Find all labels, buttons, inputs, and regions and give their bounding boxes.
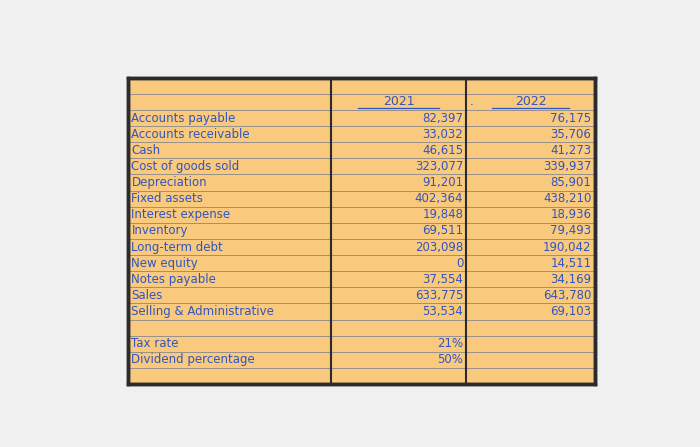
- Text: Dividend percentage: Dividend percentage: [132, 354, 256, 367]
- Text: 438,210: 438,210: [543, 192, 592, 205]
- Text: 85,901: 85,901: [551, 176, 591, 189]
- Text: 69,103: 69,103: [550, 305, 592, 318]
- Text: 402,364: 402,364: [414, 192, 463, 205]
- Text: Notes payable: Notes payable: [132, 273, 216, 286]
- Text: Cost of goods sold: Cost of goods sold: [132, 160, 239, 173]
- Text: Long-term debt: Long-term debt: [132, 240, 223, 253]
- Text: Tax rate: Tax rate: [132, 337, 179, 350]
- Text: 33,032: 33,032: [422, 128, 463, 141]
- Text: Accounts payable: Accounts payable: [132, 112, 236, 125]
- Text: 339,937: 339,937: [543, 160, 592, 173]
- Text: 82,397: 82,397: [422, 112, 463, 125]
- Text: Inventory: Inventory: [132, 224, 188, 237]
- Bar: [128, 78, 595, 384]
- Text: 41,273: 41,273: [550, 144, 592, 157]
- Text: 46,615: 46,615: [422, 144, 463, 157]
- Bar: [128, 78, 595, 384]
- Text: 21%: 21%: [437, 337, 463, 350]
- Text: 2022: 2022: [514, 95, 547, 109]
- Text: 69,511: 69,511: [422, 224, 463, 237]
- Text: Accounts receivable: Accounts receivable: [132, 128, 250, 141]
- Text: 37,554: 37,554: [422, 273, 463, 286]
- Text: 34,169: 34,169: [550, 273, 592, 286]
- Text: 91,201: 91,201: [422, 176, 463, 189]
- Text: 53,534: 53,534: [422, 305, 463, 318]
- Text: 190,042: 190,042: [543, 240, 592, 253]
- Text: Cash: Cash: [132, 144, 160, 157]
- Text: 50%: 50%: [438, 354, 463, 367]
- Text: 203,098: 203,098: [415, 240, 463, 253]
- Text: 19,848: 19,848: [422, 208, 463, 221]
- Text: 2021: 2021: [383, 95, 414, 109]
- Text: Depreciation: Depreciation: [132, 176, 207, 189]
- Text: New equity: New equity: [132, 257, 198, 270]
- Text: 14,511: 14,511: [550, 257, 592, 270]
- Text: 323,077: 323,077: [415, 160, 463, 173]
- Text: 633,775: 633,775: [415, 289, 463, 302]
- Text: Interest expense: Interest expense: [132, 208, 230, 221]
- Text: 35,706: 35,706: [551, 128, 591, 141]
- Text: .: .: [470, 95, 474, 109]
- Text: 79,493: 79,493: [550, 224, 592, 237]
- Text: 0: 0: [456, 257, 463, 270]
- Text: 18,936: 18,936: [550, 208, 592, 221]
- Text: 643,780: 643,780: [543, 289, 592, 302]
- Text: 76,175: 76,175: [550, 112, 592, 125]
- Text: Fixed assets: Fixed assets: [132, 192, 203, 205]
- Text: Sales: Sales: [132, 289, 163, 302]
- Text: Selling & Administrative: Selling & Administrative: [132, 305, 274, 318]
